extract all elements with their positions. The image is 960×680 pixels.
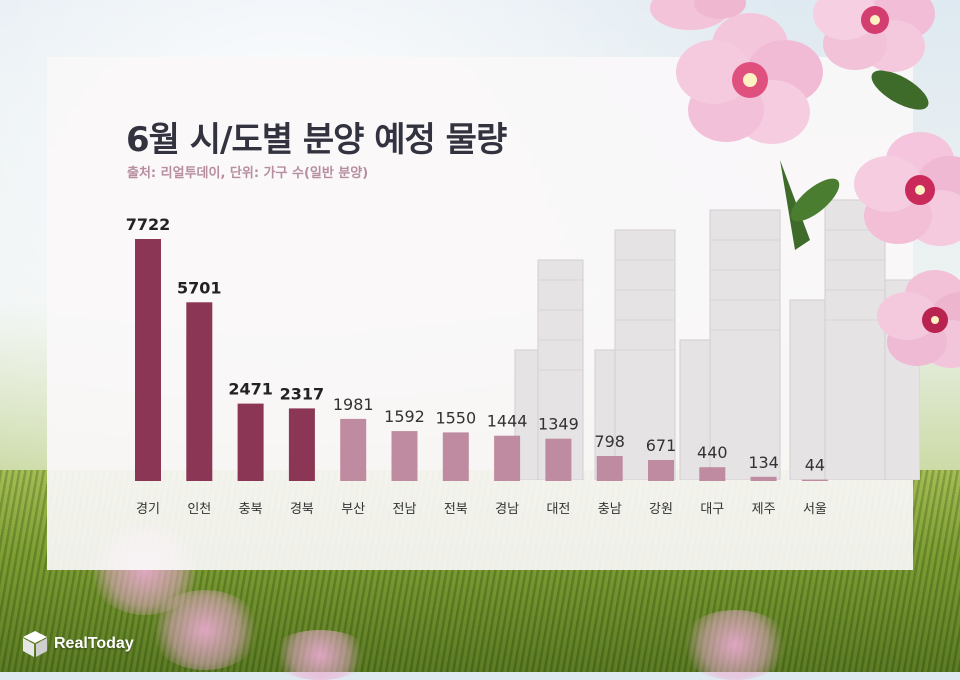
data-label-서울: 44 <box>805 456 825 475</box>
bar-제주 <box>750 476 777 481</box>
bar-경기 <box>135 239 161 481</box>
category-label-경기: 경기 <box>136 502 160 517</box>
bar-부산 <box>340 418 367 481</box>
logo-text: RealToday <box>54 635 134 652</box>
data-label-경기: 7722 <box>126 215 171 234</box>
category-label-경북: 경북 <box>290 502 314 517</box>
bar-전남 <box>391 431 418 481</box>
bar-경남 <box>494 435 521 481</box>
realtoday-logo: RealToday <box>22 630 134 658</box>
data-label-제주: 134 <box>748 453 779 472</box>
category-label-제주: 제주 <box>752 502 776 517</box>
chart-source-subtitle: 출처: 리얼투데이, 단위: 가구 수(일반 분양) <box>127 166 369 181</box>
data-label-부산: 1981 <box>333 395 374 414</box>
category-label-부산: 부산 <box>341 502 365 517</box>
category-label-대전: 대전 <box>546 502 570 517</box>
data-label-대전: 1349 <box>538 415 579 434</box>
data-label-강원: 671 <box>646 436 677 455</box>
data-label-경북: 2317 <box>280 384 325 403</box>
buildings-illustration <box>514 199 920 480</box>
data-label-경남: 1444 <box>487 412 528 431</box>
data-label-대구: 440 <box>697 443 728 462</box>
cube-logo-icon <box>23 631 47 657</box>
category-label-인천: 인천 <box>187 502 211 517</box>
bar-충남 <box>596 456 623 481</box>
bar-경북 <box>288 408 315 481</box>
bar-강원 <box>648 460 674 481</box>
category-label-경남: 경남 <box>495 502 519 517</box>
hibiscus-flowers-decoration <box>650 0 960 368</box>
category-label-대구: 대구 <box>700 502 724 517</box>
bar-충북 <box>237 403 264 481</box>
chart-title: 6월 시/도별 분양 예정 물량 <box>126 120 507 160</box>
data-label-충남: 798 <box>594 432 625 451</box>
category-label-충북: 충북 <box>239 502 263 517</box>
blurred-flower-decoration <box>680 610 790 680</box>
category-label-전북: 전북 <box>444 502 468 517</box>
bar-서울 <box>801 479 828 481</box>
data-label-인천: 5701 <box>177 278 222 297</box>
category-label-강원: 강원 <box>649 502 673 517</box>
bar-인천 <box>186 302 213 481</box>
category-label-전남: 전남 <box>393 502 417 517</box>
bar-전북 <box>442 432 469 481</box>
data-label-전남: 1592 <box>384 407 425 426</box>
data-label-충북: 2471 <box>228 380 273 399</box>
bar-대구 <box>699 467 726 481</box>
bar-대전 <box>545 438 572 481</box>
data-label-전북: 1550 <box>435 408 476 427</box>
blurred-flower-decoration <box>150 590 260 670</box>
category-label-충남: 충남 <box>598 502 622 517</box>
category-label-서울: 서울 <box>803 502 827 517</box>
